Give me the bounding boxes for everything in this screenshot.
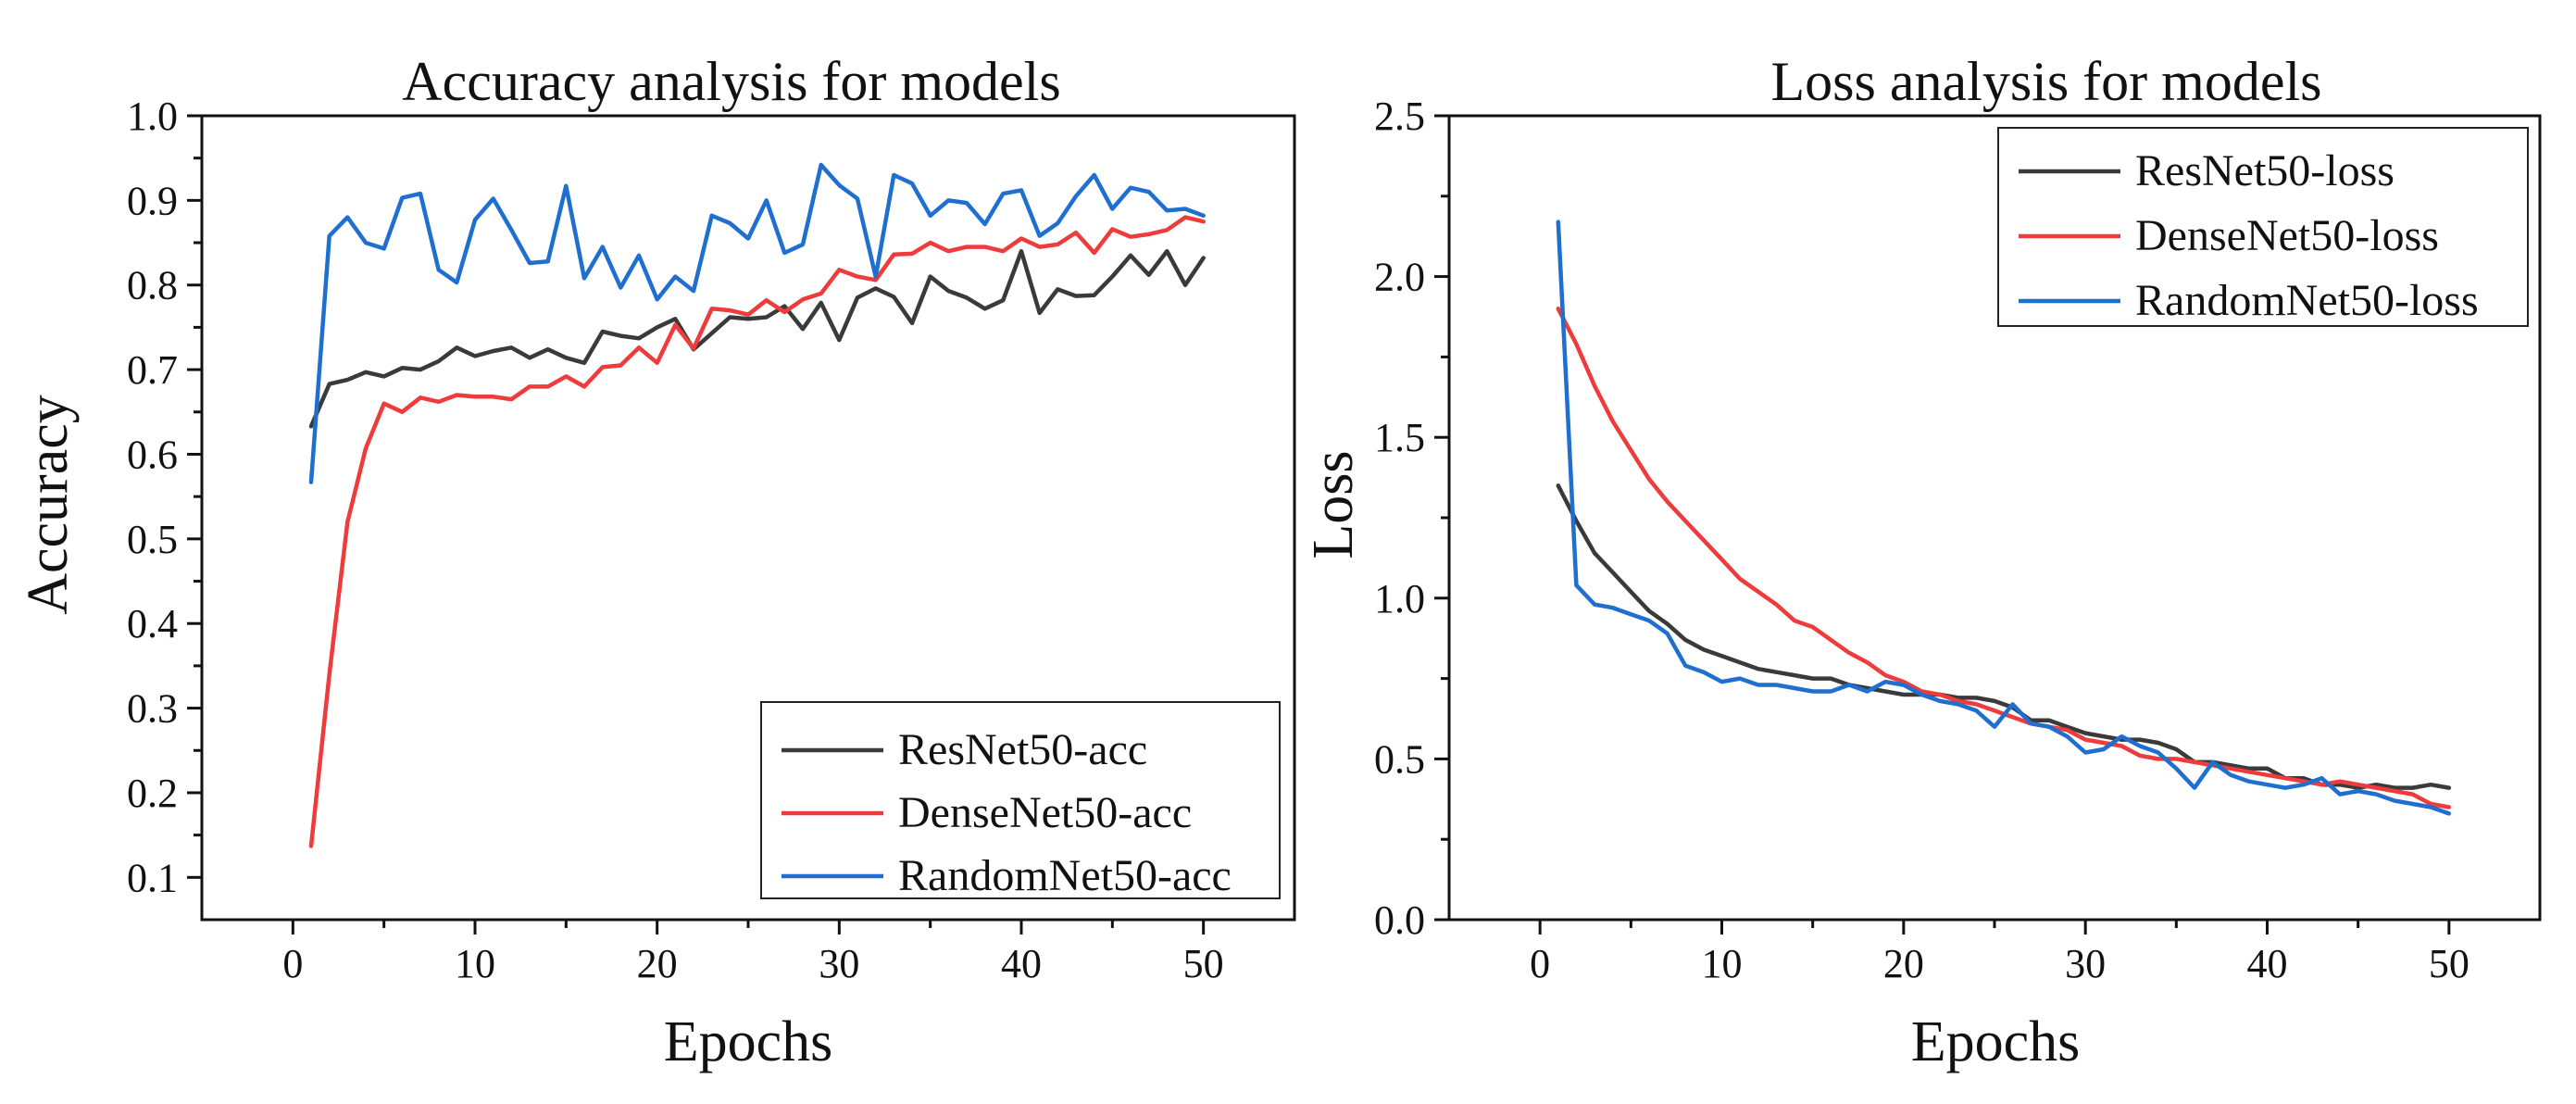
x-tick-label: 20: [1883, 941, 1924, 986]
y-axis-label: Accuracy: [17, 395, 80, 615]
y-tick-label: 2.5: [1374, 94, 1425, 139]
series-line-RandomNet50-loss: [1556, 220, 2452, 816]
x-tick-label: 10: [1702, 941, 1743, 986]
y-axis-label: Loss: [1302, 450, 1365, 558]
legend-label: RandomNet50-acc: [898, 851, 1232, 900]
y-tick-label: 1.5: [1374, 415, 1425, 460]
x-tick-label: 50: [1183, 941, 1224, 986]
plot-area: [1556, 220, 2452, 816]
y-tick-label: 1.0: [127, 94, 178, 139]
legend: ResNet50-acc DenseNet50-acc RandomNet50-ac…: [760, 701, 1281, 900]
plot-area: [308, 162, 1206, 848]
x-tick-label: 30: [819, 941, 859, 986]
legend-label: ResNet50-acc: [898, 725, 1147, 774]
series-line-RandomNet50-acc: [308, 162, 1206, 484]
y-tick-label: 0.0: [1374, 897, 1425, 943]
series-line-DenseNet50-loss: [1556, 307, 2452, 809]
y-tick-label: 0.8: [127, 263, 178, 308]
x-tick-label: 50: [2429, 941, 2470, 986]
legend-box: [760, 701, 1281, 899]
x-axis-label: Epochs: [664, 1010, 833, 1073]
y-tick-label: 0.4: [127, 601, 178, 646]
accuracy-chart: Accuracy analysis for models Accuracy Ep…: [17, 51, 1296, 1073]
x-tick-label: 40: [1001, 941, 1042, 986]
y-tick-label: 0.7: [127, 347, 178, 393]
x-tick-label: 0: [282, 941, 303, 986]
legend-box: [1997, 127, 2529, 327]
series-line-ResNet50-loss: [1556, 483, 2452, 790]
y-tick-label: 0.6: [127, 432, 178, 477]
legend-label: ResNet50-loss: [2135, 146, 2395, 195]
x-axis-label: Epochs: [1911, 1010, 2081, 1073]
loss-chart: Loss analysis for models Loss Epochs Res…: [1302, 51, 2542, 1073]
legend: ResNet50-loss DenseNet50-loss RandomNet50-…: [1997, 127, 2529, 327]
y-tick-label: 1.0: [1374, 576, 1425, 621]
x-tick-label: 0: [1530, 941, 1550, 986]
series-line-ResNet50-acc: [308, 248, 1206, 429]
y-tick-label: 2.0: [1374, 255, 1425, 300]
chart-title: Accuracy analysis for models: [402, 51, 1060, 112]
x-tick-label: 30: [2065, 941, 2106, 986]
y-tick-label: 0.5: [1374, 736, 1425, 782]
legend-label: RandomNet50-loss: [2135, 276, 2479, 325]
series-line-DenseNet50-acc: [308, 215, 1206, 848]
chart-title: Loss analysis for models: [1771, 51, 2322, 112]
x-tick-label: 10: [455, 941, 495, 986]
y-tick-label: 0.1: [127, 855, 178, 900]
y-tick-label: 0.2: [127, 771, 178, 816]
x-tick-label: 20: [637, 941, 678, 986]
y-tick-label: 0.3: [127, 686, 178, 732]
legend-label: DenseNet50-loss: [2135, 211, 2439, 260]
y-tick-label: 0.5: [127, 517, 178, 562]
x-tick-label: 40: [2247, 941, 2288, 986]
legend-label: DenseNet50-acc: [898, 788, 1192, 837]
y-tick-label: 0.9: [127, 178, 178, 223]
